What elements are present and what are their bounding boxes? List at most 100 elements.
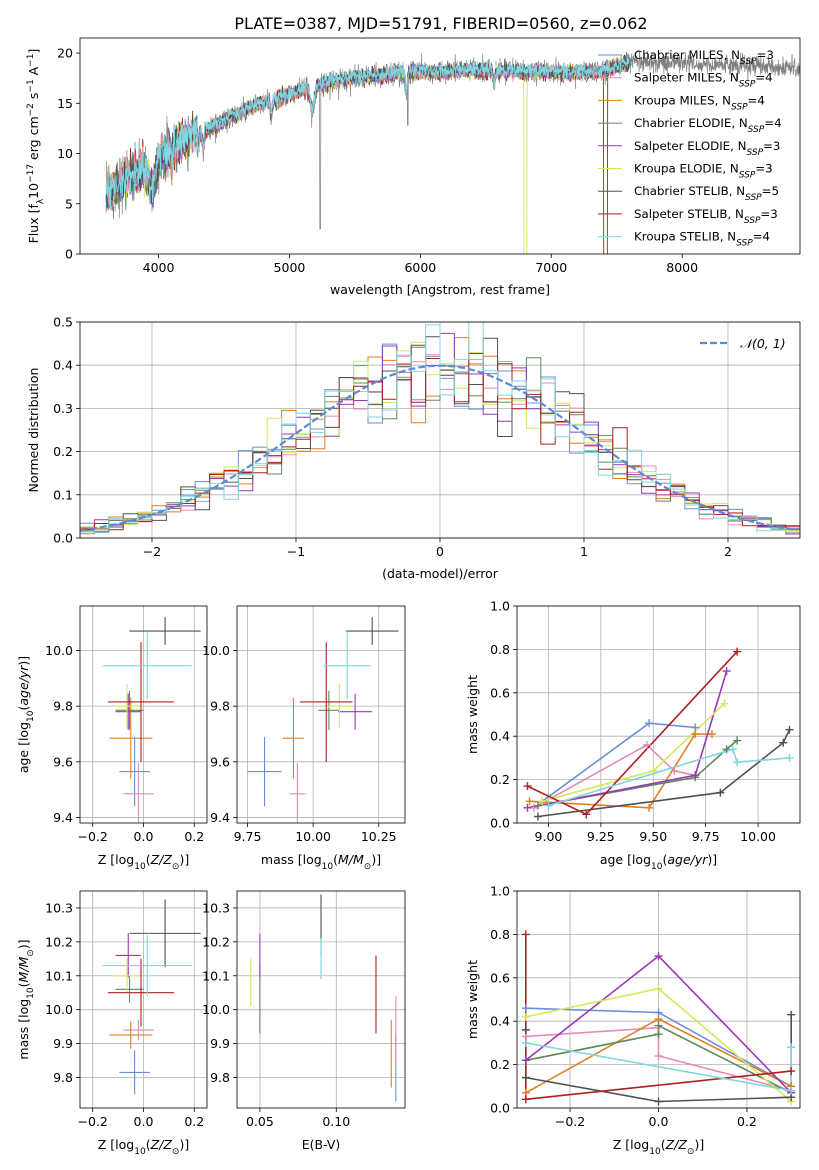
plot-area (527, 651, 791, 818)
weight-marker-kroupa-elodie (654, 984, 663, 993)
y-tick-label: 0.1 (53, 487, 73, 502)
weight-marker-chabrier-miles (521, 1004, 530, 1013)
y-tick-label: 0 (65, 247, 73, 262)
plot-area (80, 322, 800, 535)
y-tick-label: 15 (57, 96, 73, 111)
x-tick-label: 5000 (274, 260, 306, 275)
legend-label-normal: 𝒩(0, 1) (740, 336, 786, 351)
y-tick-label: 10.3 (202, 900, 230, 915)
errorbar-point-chabrier-stelib (129, 899, 201, 968)
x-tick-label: 0 (436, 544, 444, 559)
errorbar-point-chabrier-elodie (318, 690, 340, 730)
x-tick-label: 9.50 (639, 829, 667, 844)
x-tick-label: 9.75 (234, 829, 262, 844)
x-tick-label: 0.2 (737, 1114, 757, 1129)
weight-marker-kroupa-stelib (544, 801, 553, 810)
y-tick-label: 9.9 (210, 1036, 230, 1051)
weight-marker-salpeter-elodie (521, 1056, 530, 1065)
weight-marker-chabrier-stelib (779, 738, 788, 747)
x-tick-label: 6000 (404, 260, 436, 275)
y-tick-label: 1.0 (490, 884, 510, 899)
weight-line-chabrier-elodie (537, 739, 738, 807)
weight-marker-kroupa-elodie (649, 766, 658, 775)
age-vs-mass-frame (236, 605, 406, 824)
weight-marker-chabrier-elodie (654, 1030, 663, 1039)
weight-marker-kroupa-stelib (728, 745, 737, 754)
legend-label-salpeter-elodie: Salpeter ELODIE, NSSP=3 (634, 139, 780, 158)
weight-vs-age-panel: 9.00 9.25 9.50 9.75 10.00 0.0 0.2 0.4 0.6 0.8 1.0 a… (465, 599, 801, 872)
errorbar-point-chabrier-miles (247, 736, 282, 807)
y-axis-label: age [log10(age/yr)] (16, 656, 36, 773)
legend-label-salpeter-stelib: Salpeter STELIB, NSSP=3 (634, 207, 778, 226)
x-tick-label: 2 (724, 544, 732, 559)
age-vs-Z-panel: −0.2 0.0 0.2 9.4 9.6 9.8 10.0 Z [log10(Z/Z⊙)] ag… (16, 605, 208, 872)
errorbar-point-salpeter-stelib (300, 642, 353, 762)
legend-label-kroupa-miles: Kroupa MILES, NSSP=4 (634, 93, 765, 112)
weight-vs-age-frame (516, 605, 801, 824)
weight-marker-kroupa-stelib (785, 753, 794, 762)
weight-marker-kroupa-miles (525, 797, 534, 806)
errorbar-point-salpeter-stelib (107, 642, 174, 762)
weight-marker-kroupa-miles (707, 730, 716, 739)
weight-marker-chabrier-elodie (654, 1021, 663, 1030)
weight-marker-salpeter-stelib (523, 782, 532, 791)
y-axis-label: mass [log10(M/M⊙)] (16, 939, 36, 1059)
errorbar-point-chabrier-elodie (115, 690, 144, 730)
age-vs-Z-frame (79, 605, 208, 824)
errorbar-point-kroupa-stelib (102, 935, 192, 997)
x-tick-label: 0.0 (134, 1114, 154, 1129)
plot-area (102, 617, 201, 823)
y-tick-label: 10 (57, 146, 73, 161)
errorbar-point-kroupa-stelib (102, 632, 192, 700)
age-vs-mass-panel: 9.75 10.00 10.25 9.4 9.6 9.8 10.0 mass [log10(M… (202, 605, 406, 872)
plot-area (247, 617, 399, 823)
weight-marker-kroupa-stelib (733, 758, 742, 767)
y-tick-label: 0.5 (53, 315, 73, 330)
weight-vs-Z-frame (516, 890, 801, 1109)
x-axis-label: age [log10(age/yr)] (600, 852, 717, 872)
y-tick-label: 10.2 (45, 934, 73, 949)
residuals-panel: −2 −1 0 1 2 0.0 0.1 0.2 0.3 0.4 0.5 𝒩(0, 1) (data-mo… (26, 315, 801, 581)
y-tick-label: 0.0 (490, 1101, 510, 1116)
plot-area (250, 894, 397, 1102)
x-axis-label: E(B-V) (302, 1137, 341, 1152)
y-tick-label: 5 (65, 196, 73, 211)
x-tick-label: 0.0 (134, 829, 154, 844)
normal-reference-curve (80, 364, 798, 532)
weight-marker-salpeter-stelib (733, 647, 742, 656)
weight-marker-salpeter-elodie (722, 667, 731, 676)
x-tick-label: 9.00 (535, 829, 563, 844)
y-tick-label: 0.2 (490, 1057, 510, 1072)
weight-vs-Z-panel: −0.2 0.0 0.2 0.0 0.2 0.4 0.6 0.8 1.0 Z [log10(Z/Z… (465, 884, 801, 1157)
weight-marker-kroupa-elodie (521, 1012, 530, 1021)
plot-area (105, 50, 800, 254)
errorbar-point-salpeter-elodie (338, 693, 373, 730)
y-tick-label: 20 (57, 46, 73, 61)
errorbar-point-kroupa-elodie (114, 683, 140, 729)
y-tick-label: 9.8 (53, 1070, 73, 1085)
legend-label-kroupa-elodie: Kroupa ELODIE, NSSP=3 (634, 162, 773, 181)
y-tick-label: 10.3 (45, 900, 73, 915)
weight-marker-salpeter-stelib (582, 810, 591, 819)
weight-marker-chabrier-stelib (787, 1010, 796, 1019)
weight-marker-kroupa-stelib (787, 1043, 796, 1052)
y-tick-label: 0.8 (490, 927, 510, 942)
legend-label-chabrier-stelib: Chabrier STELIB, NSSP=5 (634, 184, 779, 203)
weight-marker-chabrier-stelib (654, 1097, 663, 1106)
mass-vs-Z-panel: −0.2 0.0 0.2 9.8 9.9 10.0 10.1 10.2 10.3 Z [log10… (16, 890, 208, 1157)
errorbar-point-chabrier-stelib (345, 617, 399, 645)
weight-marker-salpeter-miles (654, 1051, 663, 1060)
y-tick-label: 9.6 (53, 754, 73, 769)
model-spectrum-kroupa-stelib (105, 55, 631, 211)
errorbar-point-kroupa-elodie (114, 958, 140, 993)
mass-vs-Z-frame (79, 890, 208, 1109)
errorbar-point-chabrier-stelib (129, 617, 201, 645)
y-tick-label: 9.6 (210, 754, 230, 769)
errorbar-point-chabrier-miles (119, 736, 150, 807)
y-tick-label: 10.2 (202, 934, 230, 949)
spectrum-frame (79, 37, 801, 255)
y-tick-label: 9.8 (210, 699, 230, 714)
weight-marker-salpeter-miles (642, 740, 651, 749)
errorbar-point-salpeter-miles (289, 763, 306, 823)
x-tick-label: −0.2 (555, 1114, 585, 1129)
